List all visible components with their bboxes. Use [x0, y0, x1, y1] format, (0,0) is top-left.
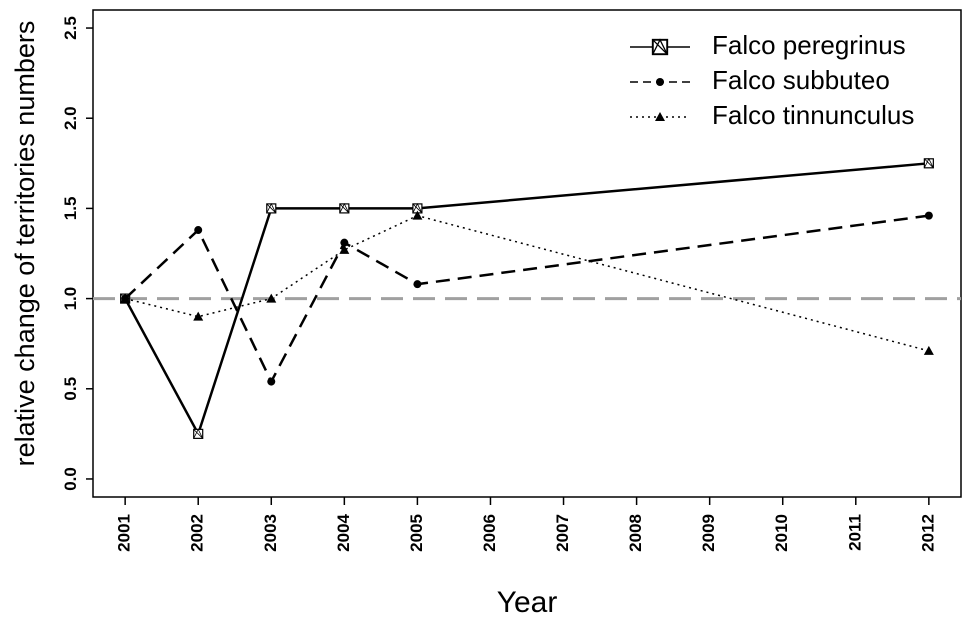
marker-circle — [924, 211, 933, 220]
marker-triangle — [120, 293, 131, 303]
x-tick-label: 2012 — [918, 514, 937, 552]
marker-triangle — [266, 293, 277, 303]
x-axis-title: Year — [497, 586, 558, 618]
x-tick-label: 2009 — [699, 514, 718, 552]
legend-label: Falco peregrinus — [712, 30, 906, 60]
y-tick-label: 0.5 — [61, 377, 80, 401]
x-tick-label: 2010 — [772, 514, 791, 552]
plot-frame — [92, 9, 962, 498]
x-tick-label: 2011 — [845, 514, 864, 551]
marker-square — [193, 428, 204, 439]
marker-triangle — [193, 311, 204, 321]
marker-cross — [652, 38, 668, 55]
marker-cross — [412, 203, 423, 214]
marker-circle — [340, 238, 349, 247]
marker-circle — [267, 377, 276, 386]
marker-cross — [923, 157, 934, 169]
marker-triangle — [339, 244, 350, 254]
y-tick-label: 2.0 — [61, 106, 80, 130]
marker-square — [339, 203, 350, 214]
x-tick-label: 2003 — [261, 514, 280, 552]
marker-cross — [266, 203, 277, 214]
marker-triangle — [923, 345, 934, 355]
marker-cross — [193, 428, 204, 439]
x-tick-label: 2005 — [407, 514, 426, 552]
marker-cross — [339, 203, 350, 214]
marker-square — [923, 157, 934, 169]
x-tick-label: 2004 — [334, 513, 353, 551]
marker-triangle — [655, 112, 665, 121]
y-tick-label: 2.5 — [61, 16, 80, 40]
marker-circle — [656, 78, 664, 86]
y-axis-title: relative change of territories numbers — [10, 21, 40, 467]
y-tick-label: 0.0 — [61, 467, 80, 491]
marker-circle — [194, 226, 203, 235]
marker-triangle — [412, 210, 423, 220]
x-tick-label: 2001 — [115, 514, 134, 552]
legend-label: Falco subbuteo — [712, 65, 890, 95]
legend-label: Falco tinnunculus — [712, 100, 914, 130]
series-line — [124, 162, 929, 438]
x-tick-label: 2008 — [626, 514, 645, 552]
marker-square — [266, 203, 277, 214]
series-line — [124, 214, 930, 385]
x-tick-label: 2007 — [553, 514, 572, 552]
x-tick-label: 2002 — [188, 514, 207, 552]
y-tick-label: 1.0 — [61, 287, 80, 311]
x-tick-label: 2006 — [480, 514, 499, 552]
y-tick-label: 1.5 — [61, 197, 80, 221]
marker-square — [651, 38, 669, 56]
marker-circle — [413, 280, 422, 289]
